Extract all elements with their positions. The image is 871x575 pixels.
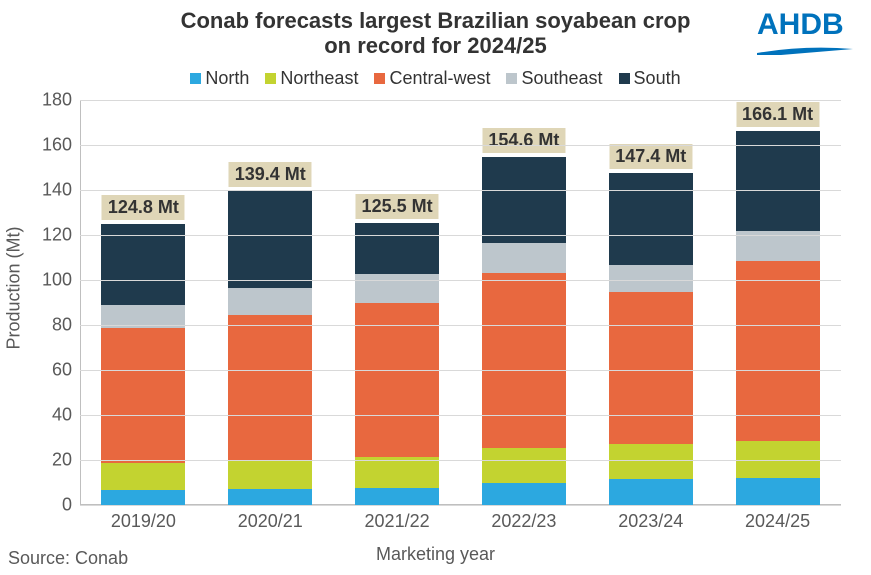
bar-segment xyxy=(609,173,693,265)
legend-swatch xyxy=(506,73,517,84)
legend-swatch xyxy=(374,73,385,84)
bar-segment xyxy=(736,131,820,230)
legend-item: Southeast xyxy=(506,68,602,89)
legend-label: North xyxy=(205,68,249,89)
legend-item: Central-west xyxy=(374,68,490,89)
bar-segment xyxy=(355,488,439,505)
bar-group: 154.6 Mt xyxy=(482,157,566,505)
bar-segment xyxy=(101,224,185,305)
grid-line xyxy=(80,190,841,191)
legend-item: North xyxy=(190,68,249,89)
legend-swatch xyxy=(265,73,276,84)
bar-segment xyxy=(482,483,566,506)
bar-segment xyxy=(228,315,312,460)
legend-item: Northeast xyxy=(265,68,358,89)
source-label: Source: Conab xyxy=(8,548,128,569)
grid-line xyxy=(80,415,841,416)
bar-segment xyxy=(228,489,312,505)
grid-line xyxy=(80,235,841,236)
legend-item: South xyxy=(619,68,681,89)
y-tick-label: 180 xyxy=(42,90,80,111)
bar-segment xyxy=(228,460,312,489)
grid-line xyxy=(80,370,841,371)
y-tick-label: 160 xyxy=(42,135,80,156)
logo-text: AHDB xyxy=(757,8,853,42)
bar-group: 125.5 Mt xyxy=(355,223,439,505)
grid-line xyxy=(80,460,841,461)
bar-segment xyxy=(736,478,820,505)
bar-segment xyxy=(101,490,185,505)
bar-segment xyxy=(482,157,566,243)
y-tick-label: 40 xyxy=(52,405,80,426)
bar-segment xyxy=(228,191,312,288)
legend-label: Northeast xyxy=(280,68,358,89)
legend-swatch xyxy=(190,73,201,84)
legend-label: South xyxy=(634,68,681,89)
total-label: 125.5 Mt xyxy=(356,194,439,219)
total-label: 166.1 Mt xyxy=(736,102,819,127)
x-tick-label: 2024/25 xyxy=(745,505,810,532)
legend-label: Southeast xyxy=(521,68,602,89)
logo-swoosh-icon xyxy=(757,45,853,55)
y-tick-label: 80 xyxy=(52,315,80,336)
y-tick-label: 120 xyxy=(42,225,80,246)
y-tick-label: 20 xyxy=(52,450,80,471)
y-tick-label: 100 xyxy=(42,270,80,291)
y-tick-label: 140 xyxy=(42,180,80,201)
grid-line xyxy=(80,145,841,146)
bar-segment xyxy=(609,265,693,292)
bar-segment xyxy=(228,288,312,315)
bar-group: 166.1 Mt xyxy=(736,131,820,505)
bar-group: 139.4 Mt xyxy=(228,191,312,505)
x-tick-label: 2022/23 xyxy=(491,505,556,532)
chart-container: Conab forecasts largest Brazilian soyabe… xyxy=(0,0,871,575)
legend: North Northeast Central-west Southeast South xyxy=(0,68,871,89)
bar-segment xyxy=(355,274,439,302)
bar-segment xyxy=(355,223,439,275)
x-tick-label: 2019/20 xyxy=(111,505,176,532)
bar-segment xyxy=(482,448,566,483)
total-label: 124.8 Mt xyxy=(102,195,185,220)
legend-label: Central-west xyxy=(389,68,490,89)
bar-group: 124.8 Mt xyxy=(101,224,185,505)
chart-title: Conab forecasts largest Brazilian soyabe… xyxy=(0,8,871,59)
grid-line xyxy=(80,325,841,326)
bar-group: 147.4 Mt xyxy=(609,173,693,505)
bar-segment xyxy=(736,261,820,441)
bar-segment xyxy=(609,479,693,505)
x-axis-title: Marketing year xyxy=(0,544,871,565)
bars-layer: 124.8 Mt2019/20139.4 Mt2020/21125.5 Mt20… xyxy=(80,100,841,505)
legend-swatch xyxy=(619,73,630,84)
bar-segment xyxy=(101,463,185,490)
bar-segment xyxy=(609,292,693,444)
bar-segment xyxy=(355,457,439,489)
grid-line xyxy=(80,100,841,101)
total-label: 139.4 Mt xyxy=(229,162,312,187)
y-tick-label: 60 xyxy=(52,360,80,381)
total-label: 154.6 Mt xyxy=(482,128,565,153)
bar-segment xyxy=(609,444,693,479)
x-tick-label: 2023/24 xyxy=(618,505,683,532)
bar-segment xyxy=(482,273,566,447)
plot-area: 124.8 Mt2019/20139.4 Mt2020/21125.5 Mt20… xyxy=(80,100,841,505)
bar-segment xyxy=(101,328,185,463)
title-line1: Conab forecasts largest Brazilian soyabe… xyxy=(181,8,691,33)
y-axis-title: Production (Mt) xyxy=(4,226,25,349)
grid-line xyxy=(80,505,841,506)
x-tick-label: 2020/21 xyxy=(238,505,303,532)
title-line2: on record for 2024/25 xyxy=(324,33,547,58)
total-label: 147.4 Mt xyxy=(609,144,692,169)
bar-segment xyxy=(482,243,566,273)
ahdb-logo: AHDB xyxy=(757,8,853,60)
x-tick-label: 2021/22 xyxy=(365,505,430,532)
grid-line xyxy=(80,280,841,281)
y-tick-label: 0 xyxy=(62,495,80,516)
